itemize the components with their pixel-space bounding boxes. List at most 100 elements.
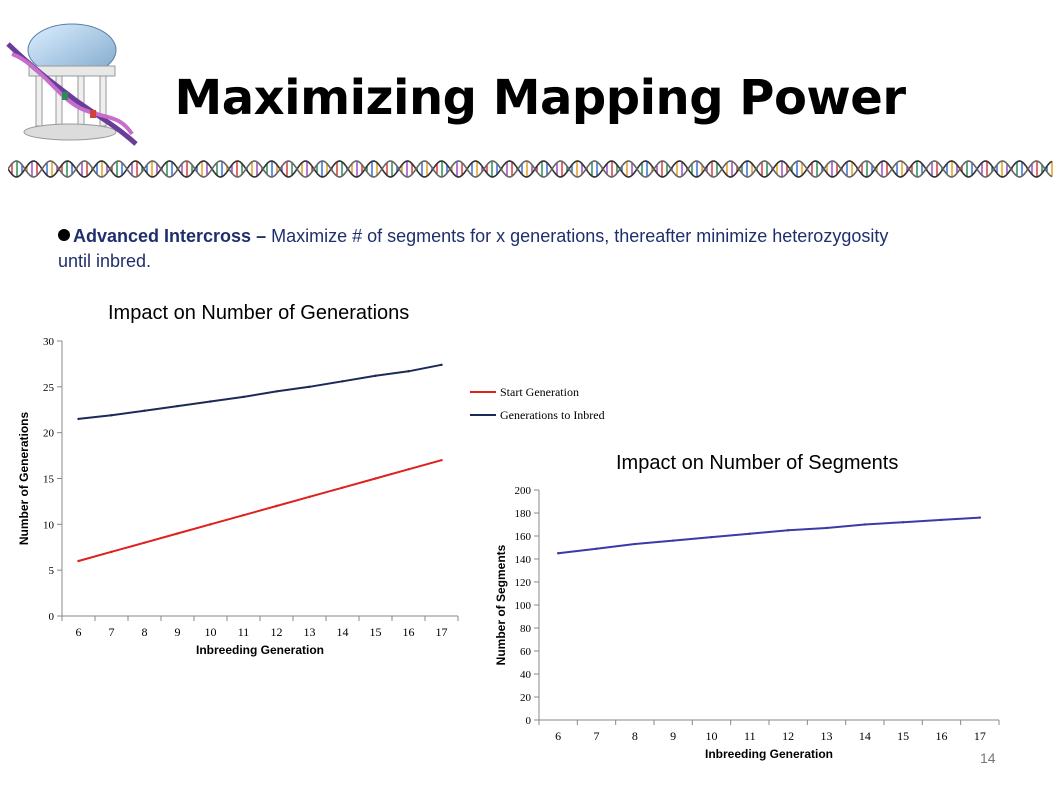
c2-y-tick-label: 60: [520, 646, 532, 658]
c1-y-tick-label: 30: [43, 336, 55, 348]
c2-x-tick-label: 6: [555, 729, 561, 743]
c1-data-point: [374, 477, 377, 480]
c1-data-point: [275, 390, 278, 393]
bullet-text: Maximize # of segments for x generations…: [58, 226, 889, 271]
c1-x-tick-label: 13: [304, 625, 316, 639]
c2-x-tick-label: 10: [706, 729, 718, 743]
c1-x-tick-label: 14: [337, 625, 349, 639]
c1-data-point: [143, 541, 146, 544]
c1-x-tick-label: 16: [403, 625, 415, 639]
c1-data-point: [440, 458, 443, 462]
c1-data-point: [176, 532, 179, 535]
c2-y-tick-label: 40: [520, 669, 532, 681]
c2-x-tick-label: 7: [594, 729, 600, 743]
c1-x-tick-label: 17: [436, 625, 448, 639]
c2-x-tick-label: 13: [821, 729, 833, 743]
c2-x-tick-label: 15: [897, 729, 909, 743]
c1-data-point: [308, 385, 311, 389]
segments-chart: 0 20 40 60 80 100 120 140 160 180 200 6 7 8 9 10 11 12 13 1…: [494, 485, 1000, 761]
c1-y-tick-label: 25: [43, 382, 55, 394]
c1-x-axis-title: Inbreeding Generation: [196, 643, 324, 657]
c1-data-point: [407, 370, 410, 373]
bullet-heading: Advanced Intercross –: [73, 226, 267, 246]
c1-data-point: [143, 409, 146, 412]
c1-y-tick-label: 5: [49, 565, 55, 577]
c1-y-tick-label: 0: [49, 611, 55, 623]
c1-data-point: [242, 395, 245, 399]
c2-y-tick-label: 80: [520, 623, 532, 635]
c1-x-tick-label: 7: [109, 625, 115, 639]
c2-y-axis-title: Number of Segments: [494, 544, 508, 665]
c1-x-tick-label: 9: [175, 625, 181, 639]
c1-series-line-1: [78, 363, 442, 420]
c1-data-point: [242, 513, 245, 517]
c1-data-point: [341, 380, 344, 383]
c2-x-axis-title: Inbreeding Generation: [705, 747, 833, 761]
c2-x-tick-label: 8: [632, 729, 638, 743]
c1-data-point: [110, 550, 113, 554]
c2-y-tick-label: 180: [515, 508, 532, 520]
c1-y-tick-label: 20: [43, 428, 55, 440]
c1-data-point: [407, 468, 410, 471]
c2-data-point: [595, 547, 598, 550]
c2-y-tick-label: 200: [515, 485, 532, 497]
c1-data-point: [77, 417, 80, 421]
c1-x-tick-label: 11: [238, 625, 250, 639]
bullet-point: Advanced Intercross – Maximize # of segm…: [58, 224, 918, 274]
c2-data-point: [940, 518, 943, 522]
c1-x-tick-label: 15: [370, 625, 382, 639]
c2-data-point: [671, 539, 675, 542]
c2-data-point: [556, 552, 560, 555]
c1-data-point: [374, 374, 377, 378]
legend-label-0: Start Generation: [500, 385, 579, 399]
c2-data-point: [901, 521, 905, 524]
c1-data-point: [440, 363, 443, 367]
c2-y-tick-label: 100: [515, 600, 532, 612]
c1-x-tick-label: 8: [142, 625, 148, 639]
c2-data-point: [748, 532, 752, 535]
c2-y-tick-label: 120: [515, 577, 532, 589]
slide-title: Maximizing Mapping Power: [174, 70, 906, 126]
dna-strand-icon: [8, 160, 1053, 178]
c1-data-point: [341, 486, 344, 489]
c2-x-tick-label: 11: [744, 729, 756, 743]
chart1-title: Impact on Number of Generations: [108, 302, 410, 324]
c2-x-tick-label: 17: [974, 729, 986, 743]
c2-x-tick-label: 12: [782, 729, 794, 743]
c1-x-tick-label: 10: [205, 625, 217, 639]
c2-data-point: [863, 523, 867, 526]
c1-data-point: [176, 404, 179, 408]
c2-data-point: [786, 529, 790, 532]
c2-data-point: [710, 535, 713, 539]
c2-y-tick-label: 0: [526, 715, 532, 727]
c2-y-tick-label: 160: [515, 531, 532, 543]
c2-y-tick-label: 20: [520, 692, 532, 704]
c1-data-point: [209, 400, 212, 403]
c2-series-line-0: [558, 516, 980, 555]
c1-x-tick-label: 6: [76, 625, 82, 639]
c1-x-tick-label: 12: [271, 625, 283, 639]
old-well-dna-icon: [6, 23, 138, 146]
legend-label-1: Generations to Inbred: [500, 408, 605, 422]
c1-series-line-0: [78, 459, 442, 562]
c1-data-point: [110, 414, 113, 417]
c1-data-point: [275, 504, 278, 508]
c1-data-point: [308, 495, 311, 499]
c2-y-tick-label: 140: [515, 554, 532, 566]
chart2-title: Impact on Number of Segments: [616, 452, 899, 474]
c1-data-point: [209, 523, 212, 526]
c1-y-tick-label: 15: [43, 474, 55, 486]
bullet-dot: [58, 229, 70, 241]
c1-y-axis-title: Number of Generations: [17, 412, 31, 546]
c1-data-point: [77, 559, 80, 563]
c1-y-tick-label: 10: [43, 519, 55, 531]
page-number: 14: [980, 750, 996, 766]
c2-data-point: [825, 526, 828, 530]
c2-data-point: [978, 516, 982, 519]
c2-data-point: [633, 542, 637, 546]
c2-x-tick-label: 9: [670, 729, 676, 743]
generations-chart: 0 5 10 15 20 25 30 6 7 8 9 10 11 12 13 14 15 16 17 Inbreedi…: [17, 336, 605, 657]
c2-x-tick-label: 16: [936, 729, 948, 743]
c2-x-tick-label: 14: [859, 729, 871, 743]
